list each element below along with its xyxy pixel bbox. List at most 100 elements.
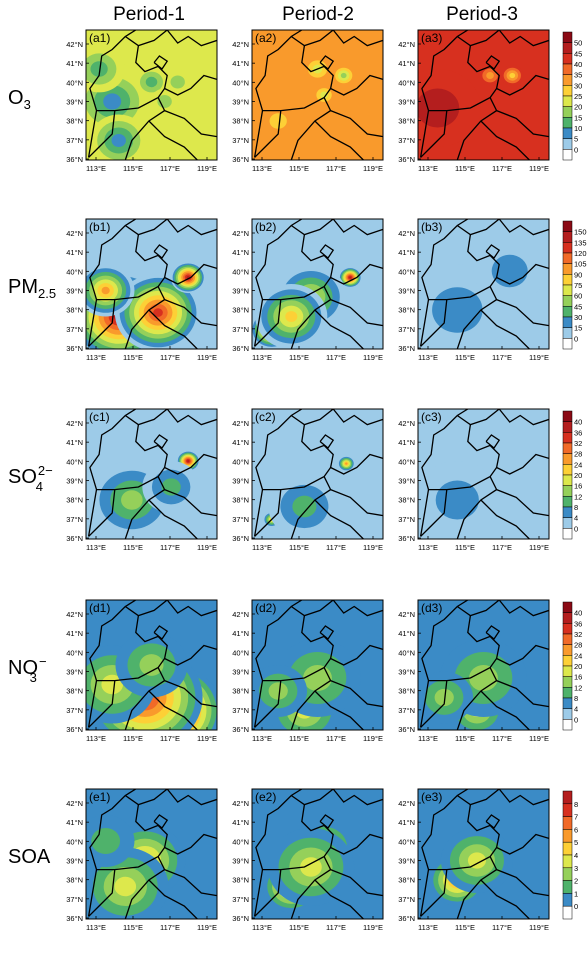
panel-tag: (c2) (255, 410, 276, 424)
lon-tick-label: 113°E (418, 543, 438, 552)
lat-tick-label: 36°N (398, 344, 415, 353)
lon-tick-label: 113°E (252, 164, 272, 173)
province-boundary (290, 600, 334, 617)
colorbar-swatch (562, 85, 573, 97)
lat-tick-label: 42°N (232, 610, 249, 619)
lon-tick-label: 113°E (252, 543, 272, 552)
province-boundary (135, 234, 217, 285)
map-frame (251, 599, 384, 731)
map-frame (85, 29, 218, 161)
province-boundary (253, 409, 303, 537)
map-frame (417, 218, 550, 350)
colorbar-tick-label: 45 (574, 302, 582, 311)
lat-tick-label: 37°N (66, 515, 83, 524)
lat-tick-label: 37°N (232, 706, 249, 715)
lon-tick-label: 115°E (289, 923, 309, 932)
lat-tick-label: 39°N (232, 287, 249, 296)
lon-tick-label: 117°E (492, 164, 512, 173)
colorbar-swatch (562, 284, 573, 296)
colorbar-swatch (562, 274, 573, 286)
lon-tick-label: 119°E (197, 923, 217, 932)
lon-tick-label: 115°E (123, 353, 143, 362)
province-boundary (319, 244, 335, 259)
contour-region (139, 654, 164, 676)
lat-tick-label: 41°N (66, 59, 83, 68)
province-boundary (319, 625, 335, 640)
province-boundary (262, 88, 332, 112)
column-title-period-3: Period-3 (446, 4, 518, 25)
lon-tick-label: 113°E (418, 353, 438, 362)
colorbar-tick-label: 36 (574, 428, 582, 437)
lat-tick-label: 40°N (66, 457, 83, 466)
lat-tick-label: 41°N (66, 818, 83, 827)
province-boundary (253, 30, 303, 158)
colorbar-swatch (562, 231, 573, 243)
lat-tick-label: 42°N (66, 419, 83, 428)
province-boundary (332, 30, 383, 47)
colorbar-swatch (562, 295, 573, 307)
lon-tick-label: 113°E (252, 734, 272, 743)
colorbar-tick-label: 45 (574, 49, 582, 58)
colorbar-swatch (562, 117, 573, 129)
province-boundary (253, 219, 303, 347)
colorbar-swatch (562, 410, 573, 422)
panel-tag: (e3) (421, 790, 442, 804)
map-frame (251, 788, 384, 920)
colorbar-swatch (562, 316, 573, 328)
colorbar-swatch (562, 496, 573, 508)
lat-tick-label: 36°N (66, 914, 83, 923)
province-boundary (420, 680, 448, 728)
colorbar-tick-label: 28 (574, 450, 582, 459)
province-boundary (262, 467, 332, 491)
lon-tick-label: 117°E (160, 923, 180, 932)
colorbar-tick-label: 0 (574, 145, 578, 154)
lat-tick-label: 41°N (398, 818, 415, 827)
colorbar-tick-label: 6 (574, 825, 578, 834)
lat-tick-label: 38°N (66, 876, 83, 885)
province-boundary (330, 298, 383, 327)
colorbar-tick-label: 24 (574, 460, 582, 469)
lon-tick-label: 115°E (455, 923, 475, 932)
lat-tick-label: 37°N (398, 895, 415, 904)
colorbar-tick-label: 12 (574, 683, 582, 692)
province-boundary (124, 600, 168, 617)
lon-tick-label: 119°E (529, 164, 549, 173)
contour-region (509, 72, 516, 79)
colorbar-swatch (562, 697, 573, 709)
lon-tick-label: 119°E (363, 164, 383, 173)
contour-region (91, 828, 121, 854)
province-boundary (428, 847, 498, 871)
lat-tick-label: 38°N (66, 687, 83, 696)
colorbar-tick-label: 3 (574, 864, 578, 873)
province-boundary (314, 499, 364, 539)
colorbar-swatch (562, 421, 573, 433)
lat-tick-label: 39°N (66, 668, 83, 677)
lat-tick-label: 38°N (232, 687, 249, 696)
lon-tick-label: 115°E (123, 923, 143, 932)
province-boundary (319, 55, 335, 70)
lon-tick-label: 119°E (197, 164, 217, 173)
contour-region (292, 495, 317, 518)
colorbar-tick-label: 4 (574, 851, 578, 860)
panel-tag: (c1) (89, 410, 110, 424)
province-boundary (166, 30, 217, 47)
province-boundary (301, 424, 383, 475)
colorbar-swatch (562, 803, 573, 817)
colorbar-tick-label: 1 (574, 889, 578, 898)
province-boundary (124, 219, 168, 236)
province-boundary (166, 789, 217, 806)
map-frame (417, 408, 550, 540)
lon-tick-label: 113°E (86, 353, 106, 362)
lat-tick-label: 38°N (66, 496, 83, 505)
lon-tick-label: 117°E (492, 353, 512, 362)
colorbar-tick-label: 24 (574, 651, 582, 660)
contour-region (101, 674, 124, 695)
lat-tick-label: 36°N (232, 914, 249, 923)
colorbar-tick-label: 2 (574, 877, 578, 886)
province-boundary (166, 409, 217, 426)
colorbar-swatch (562, 31, 573, 43)
row-label: SO2− 4 (8, 463, 53, 494)
lat-tick-label: 40°N (66, 837, 83, 846)
province-boundary (498, 409, 549, 426)
